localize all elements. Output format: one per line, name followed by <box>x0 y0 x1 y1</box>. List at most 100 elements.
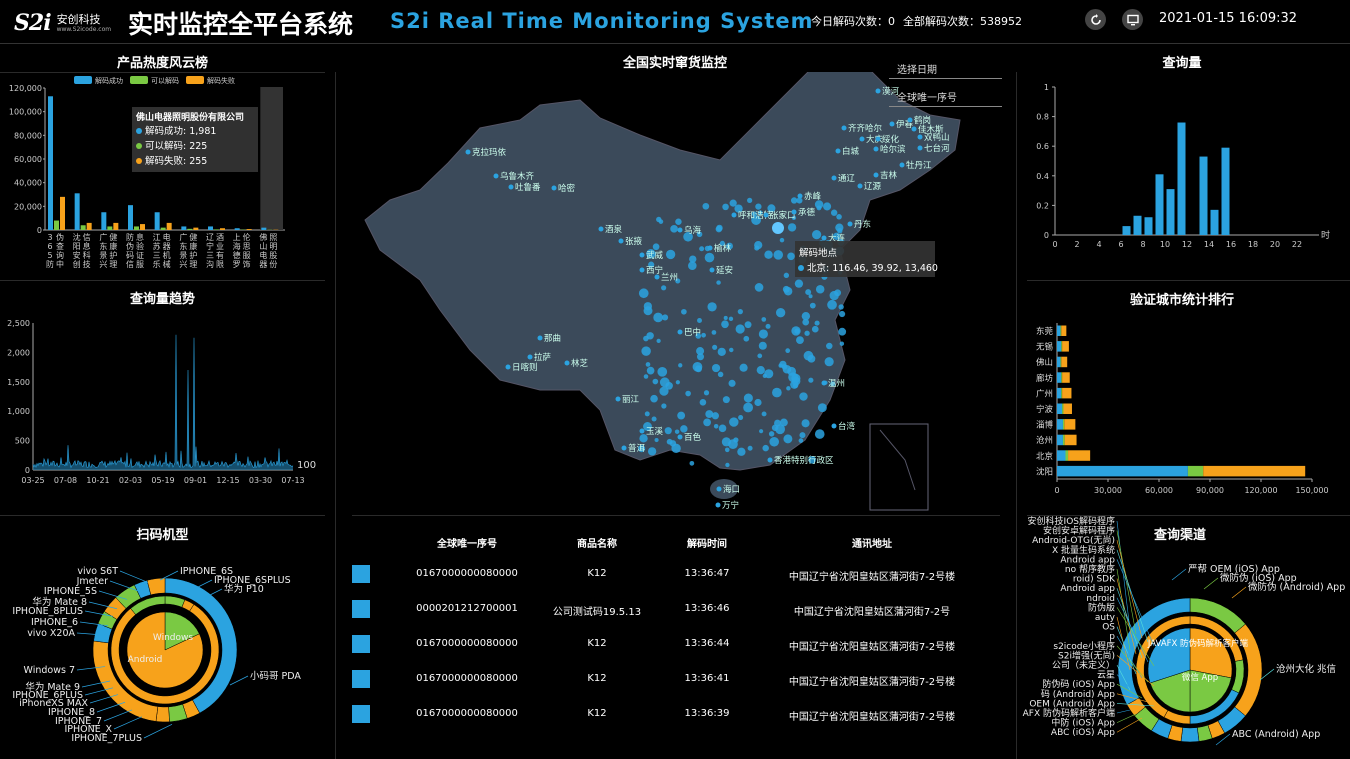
date-picker-input[interactable]: 选择日期 <box>889 57 1002 79</box>
total-decode-count: 全部解码次数：538952 <box>903 15 1022 28</box>
refresh-button[interactable] <box>1085 9 1106 30</box>
leader-line <box>76 632 106 636</box>
decode-point <box>692 362 703 372</box>
cell-product: K12 <box>587 568 607 579</box>
x-tick-label: 份 <box>269 259 277 269</box>
channel-label: X 批量生码系统 <box>1052 544 1115 556</box>
refresh-icon <box>1090 13 1101 25</box>
scanner-label: 华为 Mate 8 <box>32 596 87 608</box>
decode-point <box>662 314 669 321</box>
decode-point <box>645 362 651 367</box>
city-label: 那曲 <box>544 333 561 344</box>
decode-point <box>695 333 702 339</box>
x-tick-label: 证 <box>136 251 144 260</box>
table-row[interactable]: 0167000000080000 K12 13:36:41 中国辽宁省沈阳皇姑区蒲河街… <box>352 670 1002 704</box>
decode-point <box>761 317 767 322</box>
row-marker <box>352 705 370 723</box>
scanner-label: IPHONE_X <box>64 724 112 735</box>
x-tick-label: 中 <box>56 259 64 269</box>
inner-label: 微信 App <box>1182 672 1218 683</box>
decode-point <box>739 363 748 372</box>
tooltip-dot <box>136 143 142 149</box>
city-label: 哈密 <box>558 183 576 194</box>
x-tick-label: 沈 <box>73 232 81 242</box>
decode-point <box>743 402 754 413</box>
x-tick-label: 6 <box>47 242 52 251</box>
decode-point <box>838 327 847 336</box>
scanner-label: IPHONE_5S <box>44 586 97 597</box>
table-row[interactable]: 0167000000080000 K12 13:36:47 中国辽宁省沈阳皇姑区蒲河街… <box>352 565 1002 599</box>
decode-point <box>721 320 729 329</box>
bar <box>80 225 86 230</box>
decode-point <box>747 445 753 451</box>
decode-point <box>643 374 649 379</box>
decode-point <box>798 438 804 443</box>
decode-point <box>712 344 718 350</box>
hainan-island <box>710 479 738 499</box>
leader-line <box>229 675 249 686</box>
x-tick-label: 机 <box>163 250 171 260</box>
table-row[interactable]: 0000201212700001 公司测试码19.5.13 13:36:46 中国辽宁… <box>352 600 1002 634</box>
cell-address: 中国辽宁省沈阳皇姑区蒲河街7-2号楼 <box>788 712 956 723</box>
y-tick-label: 沧州 <box>1036 435 1053 446</box>
x-tick-label: 辽 <box>206 233 214 242</box>
x-tick-label: 思 <box>243 242 251 251</box>
decode-point <box>839 341 845 346</box>
bar <box>214 229 219 230</box>
bar <box>1061 387 1063 399</box>
decode-point <box>824 357 834 367</box>
decode-point <box>787 223 797 232</box>
cell-address: 中国辽宁省沈阳皇姑区蒲河街7-2号楼 <box>788 642 956 653</box>
decode-point <box>723 315 728 320</box>
decode-point <box>782 364 792 374</box>
decode-point <box>811 325 819 333</box>
bar <box>60 196 65 230</box>
x-tick-label: 广 <box>179 232 187 242</box>
x-tick-label: 16 <box>1226 240 1236 249</box>
decode-point <box>638 288 649 299</box>
row-marker <box>352 600 370 618</box>
decode-point <box>641 346 651 356</box>
decode-point <box>758 329 768 339</box>
x-tick-label: 理 <box>189 260 197 269</box>
channel-label: 沧州大化 兆信 <box>1276 663 1336 675</box>
x-tick-label: 伦 <box>243 232 251 242</box>
x-tick-label: 18 <box>1248 240 1258 249</box>
table-row[interactable]: 0167000000080000 K12 13:36:39 中国辽宁省沈阳皇姑区蒲河街… <box>352 705 1002 739</box>
bar <box>1061 325 1067 336</box>
leader-line <box>1116 645 1149 683</box>
bar <box>1221 147 1230 235</box>
divider <box>0 280 325 281</box>
channel-label: no 帮序教序 <box>1065 563 1115 575</box>
column-time: 解码时间 <box>687 539 727 550</box>
leader-line <box>96 701 126 713</box>
leader-line <box>143 724 173 739</box>
y-tick-label: 东莞 <box>1036 326 1054 337</box>
bar <box>1187 465 1204 477</box>
x-tick-label: 东 <box>179 241 187 251</box>
channel-label: Android app <box>1060 555 1115 565</box>
legend-label: 解码失败 <box>207 76 235 85</box>
fullscreen-button[interactable] <box>1122 9 1143 30</box>
decode-point <box>683 231 693 242</box>
decode-point <box>656 338 661 343</box>
bar <box>261 227 267 230</box>
city-label: 大庆 <box>866 134 884 145</box>
city-label: 张家口 <box>770 210 796 221</box>
x-tick-label: 09-01 <box>184 476 207 485</box>
x-tick-label: 苏 <box>153 241 161 251</box>
decode-point <box>644 411 650 417</box>
serial-search-input[interactable]: 全球唯一序号 <box>889 85 1002 107</box>
x-tick-label: 三 <box>153 251 161 260</box>
x-tick-label: 三 <box>206 251 214 260</box>
city-point <box>654 274 660 280</box>
table-row[interactable]: 0167000000080000 K12 13:36:44 中国辽宁省沈阳皇姑区蒲河街… <box>352 635 1002 669</box>
x-tick-label: 护 <box>109 250 117 260</box>
city-label: 齐齐哈尔 <box>848 123 883 134</box>
decode-point <box>705 410 714 419</box>
channel-mid-slice <box>1163 709 1191 725</box>
bar <box>234 228 240 230</box>
decode-point <box>713 424 719 429</box>
bar <box>1199 156 1208 235</box>
